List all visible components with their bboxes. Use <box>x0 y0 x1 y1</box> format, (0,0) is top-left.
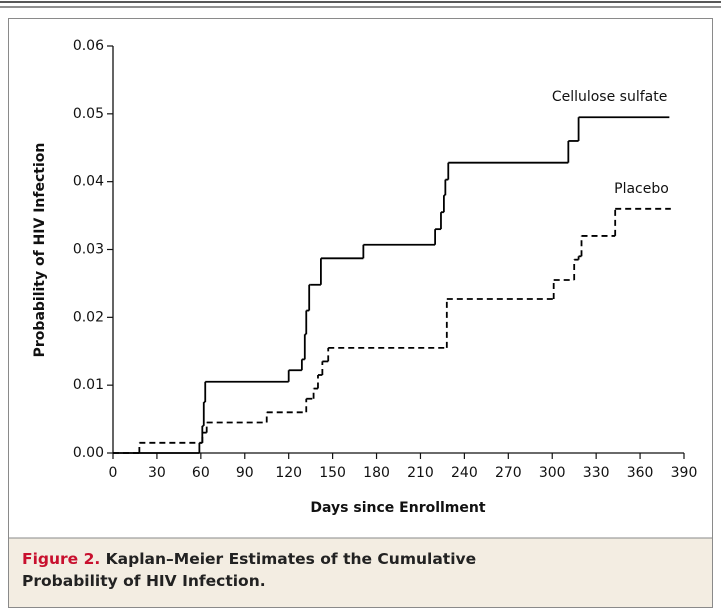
y-tick-label: 0.04 <box>73 174 104 190</box>
x-tick-label: 360 <box>627 465 654 481</box>
x-tick-label: 120 <box>275 465 302 481</box>
series-label: Cellulose sulfate <box>552 89 668 105</box>
caption-label: Figure 2. <box>22 550 101 568</box>
x-axis-title: Days since Enrollment <box>310 500 485 516</box>
y-tick-label: 0.05 <box>73 106 104 122</box>
x-tick-label: 210 <box>407 465 434 481</box>
x-tick-label: 330 <box>583 465 610 481</box>
caption-text: Kaplan–Meier Estimates of the Cumulative… <box>22 550 477 590</box>
y-axis-title: Probability of HIV Infection <box>32 143 48 358</box>
x-tick-label: 30 <box>148 465 166 481</box>
x-tick-label: 150 <box>319 465 346 481</box>
y-tick-label: 0.03 <box>73 242 104 258</box>
y-tick-label: 0.00 <box>73 445 104 461</box>
x-tick-label: 90 <box>236 465 254 481</box>
figure-frame <box>8 18 713 608</box>
x-tick-label: 240 <box>451 465 478 481</box>
x-tick-label: 270 <box>495 465 522 481</box>
x-tick-label: 180 <box>363 465 390 481</box>
y-tick-label: 0.01 <box>73 377 104 393</box>
y-tick-label: 0.06 <box>73 38 104 54</box>
x-tick-label: 390 <box>671 465 698 481</box>
x-tick-label: 60 <box>192 465 210 481</box>
series-label: Placebo <box>614 181 669 197</box>
y-tick-label: 0.02 <box>73 309 104 325</box>
caption-background <box>9 538 712 607</box>
x-tick-label: 300 <box>539 465 566 481</box>
x-tick-label: 0 <box>109 465 118 481</box>
caption: Figure 2. Kaplan–Meier Estimates of the … <box>22 548 492 592</box>
